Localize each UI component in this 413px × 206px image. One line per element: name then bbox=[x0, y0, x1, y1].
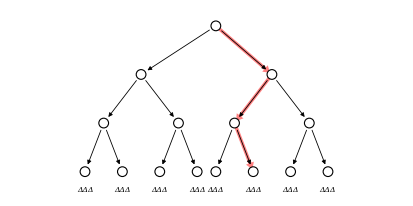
Text: ΔΔΔ: ΔΔΔ bbox=[282, 185, 299, 193]
Text: ΔΔΔ: ΔΔΔ bbox=[77, 185, 93, 193]
Circle shape bbox=[248, 167, 258, 177]
Circle shape bbox=[323, 167, 333, 177]
Circle shape bbox=[155, 167, 165, 177]
Circle shape bbox=[192, 167, 202, 177]
Circle shape bbox=[286, 167, 295, 177]
FancyArrow shape bbox=[234, 125, 254, 170]
Circle shape bbox=[173, 119, 183, 128]
FancyArrow shape bbox=[236, 76, 272, 122]
Circle shape bbox=[99, 119, 109, 128]
Text: ΔΔΔ: ΔΔΔ bbox=[208, 185, 224, 193]
Text: ΔΔΔ: ΔΔΔ bbox=[245, 185, 261, 193]
Circle shape bbox=[230, 119, 240, 128]
Circle shape bbox=[80, 167, 90, 177]
FancyArrow shape bbox=[216, 27, 270, 74]
Circle shape bbox=[267, 70, 277, 80]
Circle shape bbox=[211, 22, 221, 32]
Circle shape bbox=[304, 119, 314, 128]
Text: ΔΔΔ: ΔΔΔ bbox=[320, 185, 336, 193]
Text: ΔΔΔ: ΔΔΔ bbox=[189, 185, 205, 193]
Circle shape bbox=[211, 167, 221, 177]
Text: ΔΔΔ: ΔΔΔ bbox=[152, 185, 168, 193]
Text: ΔΔΔ: ΔΔΔ bbox=[114, 185, 131, 193]
Circle shape bbox=[118, 167, 127, 177]
Circle shape bbox=[136, 70, 146, 80]
